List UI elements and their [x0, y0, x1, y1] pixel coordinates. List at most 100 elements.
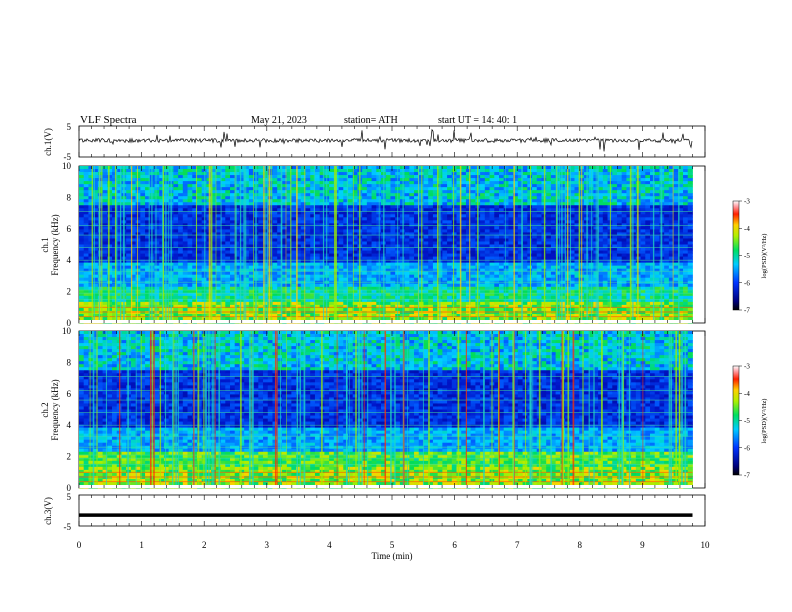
spectrogram-cell — [140, 316, 146, 321]
spectrogram-cell — [286, 190, 292, 194]
spectrogram-cell — [494, 247, 500, 251]
spectrogram-cell — [97, 193, 103, 197]
spectrogram-cell — [371, 232, 377, 236]
spectrogram-cell — [432, 250, 439, 254]
spectrogram-cell — [102, 253, 108, 257]
spectrogram-cell — [244, 259, 250, 264]
spectrogram-cell — [480, 187, 486, 191]
spectrogram-cell — [503, 301, 509, 306]
spectrogram-cell — [314, 277, 321, 282]
spectrogram-cell — [281, 181, 288, 185]
spectrogram-cell — [517, 220, 523, 224]
spectrogram-cell — [154, 196, 160, 200]
spectrogram-cell — [296, 277, 302, 282]
spectrogram-cell — [310, 286, 316, 291]
spectrogram-cell — [319, 190, 325, 194]
spectrogram-cell — [102, 298, 108, 303]
spectrogram-cell — [97, 292, 103, 297]
spectrogram-cell — [182, 304, 188, 309]
spectrogram-cell — [135, 253, 141, 257]
spectrogram-cell — [244, 178, 250, 182]
spectrogram-cell — [352, 238, 358, 242]
spectrogram-cell — [319, 295, 325, 300]
spectrogram-cell — [93, 277, 99, 282]
spectrogram-cell — [390, 316, 396, 321]
spectrogram-cell — [338, 313, 344, 318]
spectrogram-cell — [140, 289, 146, 294]
spectrogram-cell — [291, 229, 297, 233]
spectrogram-cell — [225, 235, 231, 239]
spectrogram-cell — [494, 286, 500, 291]
spectrogram-cell — [97, 256, 103, 260]
spectrogram-cell — [338, 250, 344, 254]
spectrogram-cell — [489, 253, 495, 257]
spectrogram-cell — [371, 178, 377, 182]
spectrogram-cell — [187, 268, 193, 273]
spectrogram-cell — [211, 229, 217, 233]
spectrogram-cell — [489, 178, 495, 182]
spectrogram-cell — [409, 220, 415, 224]
spectrogram-cell — [244, 229, 250, 233]
spectrogram-cell — [159, 310, 165, 315]
spectrogram-cell — [470, 271, 476, 276]
spectrogram-cell — [352, 295, 358, 300]
spectrogram-cell — [347, 223, 354, 227]
spectrogram-cell — [140, 193, 146, 197]
spectrogram-cell — [494, 250, 500, 254]
spectrogram-cell — [173, 187, 179, 191]
spectrogram-cell — [211, 283, 217, 288]
spectrogram-cell — [428, 307, 434, 312]
spectrogram-cell — [371, 193, 377, 197]
spectrogram-cell — [404, 259, 410, 264]
spectrogram-cell — [442, 229, 448, 233]
spectrogram-cell — [442, 271, 448, 276]
spectrogram-cell — [329, 286, 335, 291]
spectrogram-cell — [83, 238, 89, 242]
spectrogram-cell — [442, 274, 448, 279]
spectrogram-cell — [126, 271, 132, 276]
spectrogram-cell — [234, 193, 240, 197]
spectrogram-cell — [517, 232, 523, 236]
spectrogram-cell — [291, 169, 297, 173]
spectrogram-cell — [93, 259, 99, 264]
spectrogram-cell — [428, 268, 434, 273]
spectrogram-cell — [225, 268, 231, 273]
spectrogram-cell — [319, 169, 325, 173]
spectrogram-cell — [83, 175, 89, 179]
spectrogram-cell — [489, 175, 495, 179]
spectrogram-cell — [130, 187, 137, 191]
spectrogram-cell — [447, 190, 453, 194]
spectrogram-cell — [385, 232, 391, 236]
spectrogram-cell — [343, 283, 349, 288]
spectrogram-cell — [442, 166, 448, 170]
spectrogram-cell — [305, 196, 311, 200]
spectrogram-cell — [145, 199, 151, 203]
spectrogram-cell — [305, 178, 311, 182]
spectrogram-cell — [451, 172, 457, 176]
spectrogram-cell — [343, 289, 349, 294]
spectrogram-cell — [314, 217, 321, 221]
spectrogram-cell — [225, 256, 231, 260]
spectrogram-cell — [281, 313, 288, 318]
spectrogram-cell — [154, 175, 160, 179]
spectrogram-cell — [281, 211, 288, 215]
spectrogram-cell — [192, 220, 198, 224]
spectrogram-cell — [291, 217, 297, 221]
spectrogram-cell — [371, 244, 377, 248]
spectrogram-cell — [159, 259, 165, 264]
spectrogram-cell — [352, 283, 358, 288]
spectrogram-cell — [248, 265, 255, 270]
spectrogram-cell — [385, 253, 391, 257]
spectrogram-cell — [414, 181, 420, 185]
spectrogram-cell — [234, 298, 240, 303]
spectrogram-cell — [93, 238, 99, 242]
spectrogram-cell — [79, 220, 85, 224]
spectrogram-cell — [414, 199, 420, 203]
spectrogram-cell — [329, 181, 335, 185]
spectrogram-cell — [244, 289, 250, 294]
spectrogram-cell — [286, 286, 292, 291]
spectrogram-cell — [107, 190, 113, 194]
spectrogram-cell — [220, 253, 226, 257]
spectrogram-cell — [192, 214, 198, 218]
spectrogram-cell — [432, 241, 439, 245]
